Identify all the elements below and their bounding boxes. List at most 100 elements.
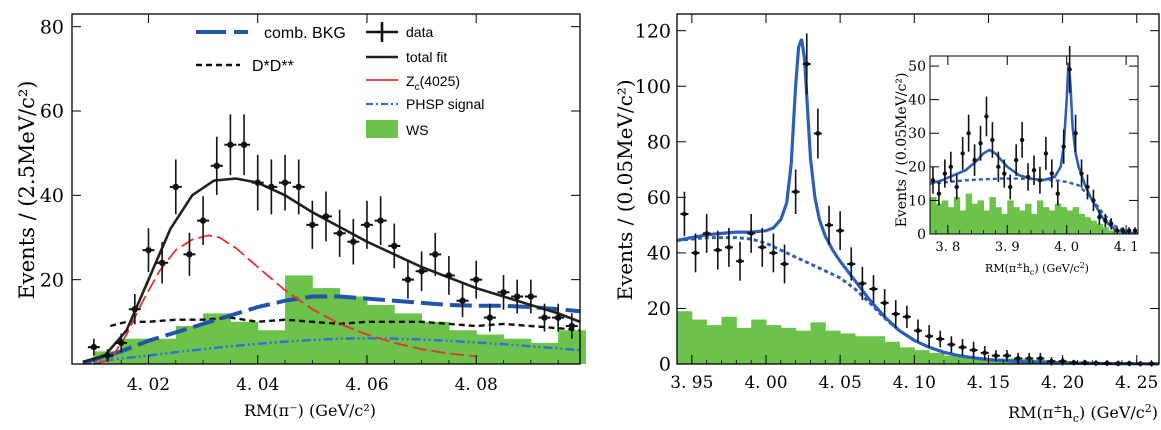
inset-data-point <box>990 137 995 143</box>
inset-ws-bar <box>977 200 984 234</box>
inset-data-point <box>1085 184 1090 190</box>
data-point <box>363 221 371 229</box>
y-tick-label: 20 <box>647 298 671 320</box>
data-point <box>527 293 535 300</box>
inset-data-point <box>1055 191 1060 196</box>
data-point <box>1026 356 1032 361</box>
inset-data-points <box>930 45 1138 234</box>
data-point <box>227 141 234 148</box>
data-point <box>432 251 439 258</box>
inset-ws-bar <box>1084 217 1091 234</box>
ws-bar <box>751 319 767 364</box>
x-axis-ticks: 3. 95 4. 00 4. 05 4. 10 4. 15 4. 20 4. 25 <box>670 14 1158 393</box>
inset-ws-bar <box>1054 203 1062 234</box>
legend-zc-label: Zc(4025) <box>406 73 460 93</box>
x-tick-label: 3. 95 <box>670 373 713 393</box>
data-point <box>848 261 854 267</box>
phsp-signal-curve <box>82 337 581 365</box>
y-tick-label: 100 <box>635 76 671 98</box>
data-point <box>693 250 698 256</box>
ws-bar <box>339 296 368 364</box>
data-point <box>893 311 899 317</box>
data-point <box>1049 358 1054 364</box>
y-tick-label: 0 <box>659 354 671 376</box>
legend-dstar-label: D*D** <box>252 58 294 75</box>
inset-ws-bar <box>930 197 937 234</box>
right-y-axis-label: Events / (0.05MeV/c²) <box>613 79 637 300</box>
plot-frame <box>676 13 1160 365</box>
data-point <box>771 250 776 256</box>
inset-ws-bar <box>1007 200 1014 234</box>
y-tick-label: 80 <box>40 16 64 38</box>
x-tick-label: 4. 10 <box>893 373 936 393</box>
data-point <box>1004 353 1010 359</box>
inset-background <box>930 52 1140 232</box>
data-point <box>418 268 425 275</box>
inset-ws-bar <box>989 197 996 234</box>
y-tick-label: 20 <box>40 269 64 291</box>
ws-bar <box>825 330 841 364</box>
data-point <box>960 344 965 350</box>
inset-data-point <box>1079 171 1084 176</box>
inset-data-point <box>1126 228 1132 233</box>
legend-data-label: data <box>406 24 433 40</box>
data-point <box>982 350 988 356</box>
inset-y-tick-label: 30 <box>908 126 926 142</box>
data-point <box>1093 360 1099 366</box>
inset-data-point <box>1120 228 1126 233</box>
data-point <box>104 352 111 359</box>
inset-ws-bar <box>1042 207 1050 234</box>
inset-ws-bar <box>1060 207 1068 234</box>
data-point <box>759 244 765 250</box>
x-tick-label: 4. 00 <box>744 373 787 393</box>
y-tick-label: 60 <box>40 101 64 123</box>
data-point <box>186 251 193 258</box>
inset-data-point <box>1109 221 1114 227</box>
inset-x-tick-label: 3. 8 <box>935 240 960 255</box>
plot-frame <box>71 13 581 365</box>
ws-bar <box>943 355 960 364</box>
inset-data-point <box>1091 198 1096 203</box>
ws-bar <box>721 316 737 364</box>
data-point <box>391 242 398 250</box>
data-points <box>87 114 578 362</box>
y-tick-label: 40 <box>40 185 64 207</box>
ws-histogram <box>93 275 586 364</box>
inset-ws-bar <box>971 203 979 234</box>
ws-bar <box>312 288 341 364</box>
x-tick-label: 4. 15 <box>967 373 1010 393</box>
inset-data-point <box>1067 67 1072 72</box>
inset-ws-bar <box>965 193 973 234</box>
data-point <box>473 276 480 283</box>
x-axis-ticks: 4. 02 4. 04 4. 06 4. 08 <box>93 14 559 395</box>
legend-comb-label: comb. BKG <box>264 25 346 42</box>
data-point <box>172 183 179 191</box>
inset-ws-bar <box>1036 200 1044 234</box>
data-point <box>904 314 910 320</box>
ws-bar <box>929 352 945 364</box>
legend-phsp-label: PHSP signal <box>406 96 484 112</box>
ws-bar <box>230 321 259 364</box>
ws-bar <box>899 347 915 364</box>
inset-ws-bar <box>1090 220 1097 234</box>
data-point <box>715 247 721 253</box>
background-curve <box>676 236 1160 366</box>
inset-data-point <box>1037 178 1043 183</box>
ws-bar <box>854 336 871 364</box>
inset-ws-bar <box>1096 223 1103 234</box>
data-point <box>117 339 125 347</box>
data-point <box>322 213 330 220</box>
inset-ws-bar <box>983 210 990 234</box>
inset-plot-frame <box>929 55 1139 235</box>
data-point <box>459 297 466 304</box>
inset-ws-bar <box>953 197 961 234</box>
ws-bar <box>476 334 505 364</box>
x-tick-label: 4. 05 <box>819 373 862 393</box>
data-point <box>500 289 507 296</box>
inset-ws-bar <box>1108 230 1115 234</box>
inset-ws-bar <box>1025 203 1032 234</box>
inset-data-point <box>972 157 977 163</box>
y-tick-label: 80 <box>647 131 671 153</box>
y-axis-ticks: 20 40 60 80 <box>40 16 580 291</box>
inset-data-point <box>1061 144 1066 149</box>
